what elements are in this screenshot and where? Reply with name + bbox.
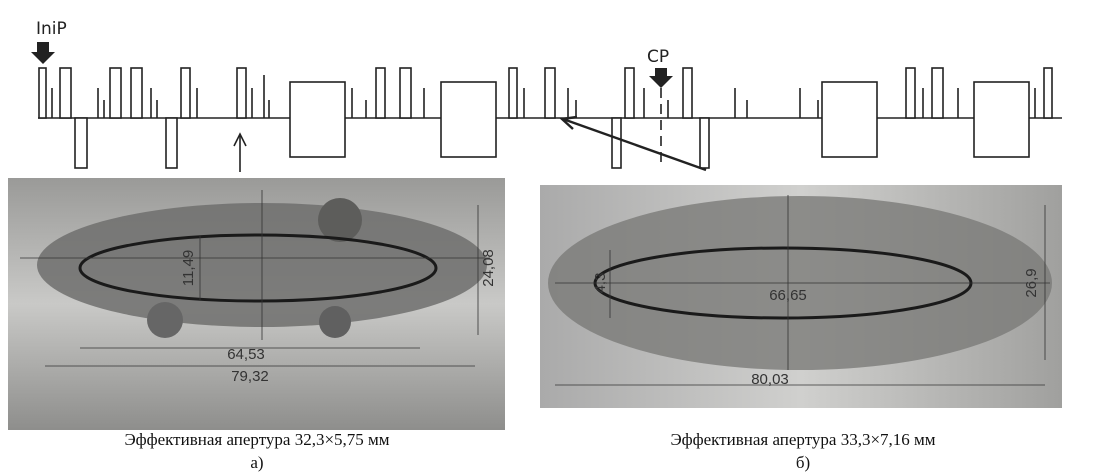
dim-label: 24,08 [480, 249, 497, 287]
caption: Эффективная апертура 33,3×7,16 мм [670, 430, 935, 449]
dim-label: 79,32 [231, 368, 269, 385]
dim-label: 64,53 [227, 346, 265, 363]
cp-arrow [649, 68, 673, 88]
quadrupole [625, 68, 634, 118]
quadrupole [545, 68, 555, 118]
inip-label: IniP [36, 19, 67, 39]
quadrupole [683, 68, 692, 118]
quadrupole [39, 68, 46, 118]
photo-a: 11,49 24,08 64,53 79,32 [8, 178, 505, 430]
dipole [441, 82, 496, 157]
lattice [38, 68, 1062, 172]
quadrupole [237, 68, 246, 118]
quadrupole [612, 118, 621, 168]
quadrupole [75, 118, 87, 168]
panel-label: б) [796, 453, 810, 472]
quadrupole [906, 68, 915, 118]
quadrupole [376, 68, 385, 118]
cp-label: CP [647, 47, 669, 67]
figure: IniP CP 11,49 24,08 64,53 79,32 4,3 26,9… [0, 0, 1094, 474]
arrow [563, 119, 706, 170]
quadrupole [181, 68, 190, 118]
quadrupole [400, 68, 411, 118]
dim-label: 80,03 [751, 371, 789, 388]
panel-label: а) [250, 453, 263, 472]
dipole [974, 82, 1029, 157]
quadrupole [60, 68, 71, 118]
dipole [822, 82, 877, 157]
dim-label: 11,49 [180, 250, 197, 286]
photo-b: 4,3 26,9 66,65 80,03 [540, 185, 1062, 408]
caption: Эффективная апертура 32,3×5,75 мм [124, 430, 389, 449]
quadrupole [932, 68, 943, 118]
quadrupole [110, 68, 121, 118]
dim-label: 4,3 [592, 273, 609, 294]
quadrupole [700, 118, 709, 168]
inip-arrow [31, 42, 55, 64]
quadrupole [131, 68, 142, 118]
quadrupole [509, 68, 517, 118]
dim-label: 66,65 [769, 287, 807, 304]
dim-label: 26,9 [1023, 268, 1040, 297]
dipole [290, 82, 345, 157]
quadrupole [166, 118, 177, 168]
quadrupole [1044, 68, 1052, 118]
